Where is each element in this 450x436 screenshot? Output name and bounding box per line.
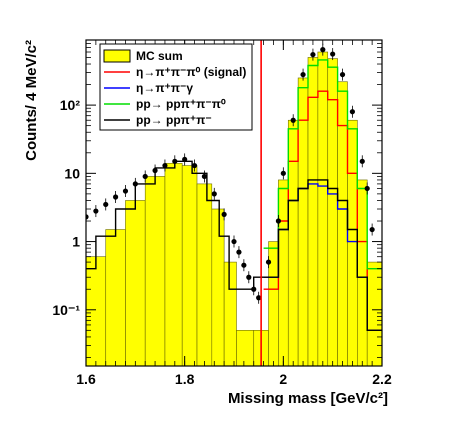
x-tick-label: 1.8 <box>175 371 195 387</box>
legend: MC sum η→π⁺π⁻π⁰ (signal) η→π⁺π⁻γ pp→ ppπ⁺π⁻… <box>99 43 253 131</box>
data-points-layer <box>86 43 375 304</box>
data-point <box>113 194 119 200</box>
legend-label: pp→ ppπ⁺π⁻π⁰ <box>136 97 226 111</box>
data-point <box>162 162 168 169</box>
data-point <box>221 211 227 218</box>
histogram-bar <box>347 119 358 366</box>
data-point <box>280 170 286 176</box>
axis-ticks: 1.6 1.8 2 2.2 10⁻¹ 1 10 10² <box>52 39 392 387</box>
histogram-bar <box>144 176 166 366</box>
data-point <box>364 185 370 192</box>
histogram-bar <box>105 229 126 366</box>
data-point <box>300 71 306 78</box>
histogram-bar <box>307 57 319 366</box>
data-point <box>290 117 296 123</box>
data-point <box>93 208 99 214</box>
data-point <box>339 71 346 78</box>
data-point <box>142 173 148 180</box>
data-point <box>265 259 272 265</box>
histogram-bar <box>236 330 255 366</box>
histogram-bar <box>125 200 146 366</box>
y-axis-label: Counts/ 4 MeV/c² <box>23 40 40 161</box>
legend-label: η→π⁺π⁻π⁰ (signal) <box>136 65 246 79</box>
data-point <box>172 158 178 164</box>
legend-label: pp→ ppπ⁺π⁻ <box>136 113 212 127</box>
histogram-bar <box>327 58 338 366</box>
series-lines-layer <box>86 59 382 331</box>
data-point <box>330 51 336 57</box>
data-point <box>231 238 237 245</box>
data-point <box>320 47 326 53</box>
histogram-bar <box>211 208 225 366</box>
data-point <box>246 274 252 280</box>
data-point <box>310 51 316 58</box>
histogram-bar <box>337 81 348 366</box>
data-point <box>191 162 198 169</box>
histogram-bar <box>366 261 382 366</box>
data-point <box>86 214 89 220</box>
histogram-bar <box>297 77 309 366</box>
data-point <box>256 295 262 301</box>
data-point <box>349 109 355 115</box>
x-tick-label: 2 <box>279 371 287 387</box>
histogram-bar <box>278 179 289 366</box>
data-point <box>275 218 281 224</box>
legend-label: MC sum <box>136 49 183 63</box>
data-point <box>369 226 375 233</box>
histogram-bar <box>223 261 237 366</box>
y-tick-label: 10 <box>64 165 80 181</box>
legend-label: η→π⁺π⁻γ <box>136 81 193 95</box>
histogram-bar <box>317 51 329 366</box>
x-axis-label: Missing mass [GeV/c²] <box>228 390 388 407</box>
data-point <box>103 201 109 208</box>
data-point <box>132 181 138 187</box>
data-point <box>251 286 257 292</box>
series-line-3 <box>263 59 382 270</box>
data-point <box>122 188 129 194</box>
x-tick-label: 1.6 <box>76 371 96 387</box>
histogram-layer <box>86 51 382 366</box>
data-point <box>211 191 217 197</box>
x-tick-label: 2.2 <box>372 371 392 387</box>
y-tick-label: 1 <box>72 234 80 250</box>
series-line-1 <box>263 90 382 331</box>
histogram-bar <box>164 163 183 366</box>
histogram-bar <box>196 183 213 366</box>
histogram-bar <box>86 256 107 366</box>
histogram-bar <box>181 165 198 366</box>
data-point <box>236 249 242 255</box>
y-tick-label: 10² <box>60 97 81 113</box>
data-point <box>241 262 247 268</box>
legend-swatch-fill <box>103 49 131 63</box>
series-line-4 <box>86 160 382 331</box>
histogram-bar <box>287 119 299 366</box>
data-point <box>152 167 158 174</box>
y-tick-label: 10⁻¹ <box>52 302 80 318</box>
data-point <box>182 156 188 163</box>
data-point <box>359 158 365 164</box>
data-point <box>201 173 207 180</box>
histogram-bar <box>357 179 368 366</box>
